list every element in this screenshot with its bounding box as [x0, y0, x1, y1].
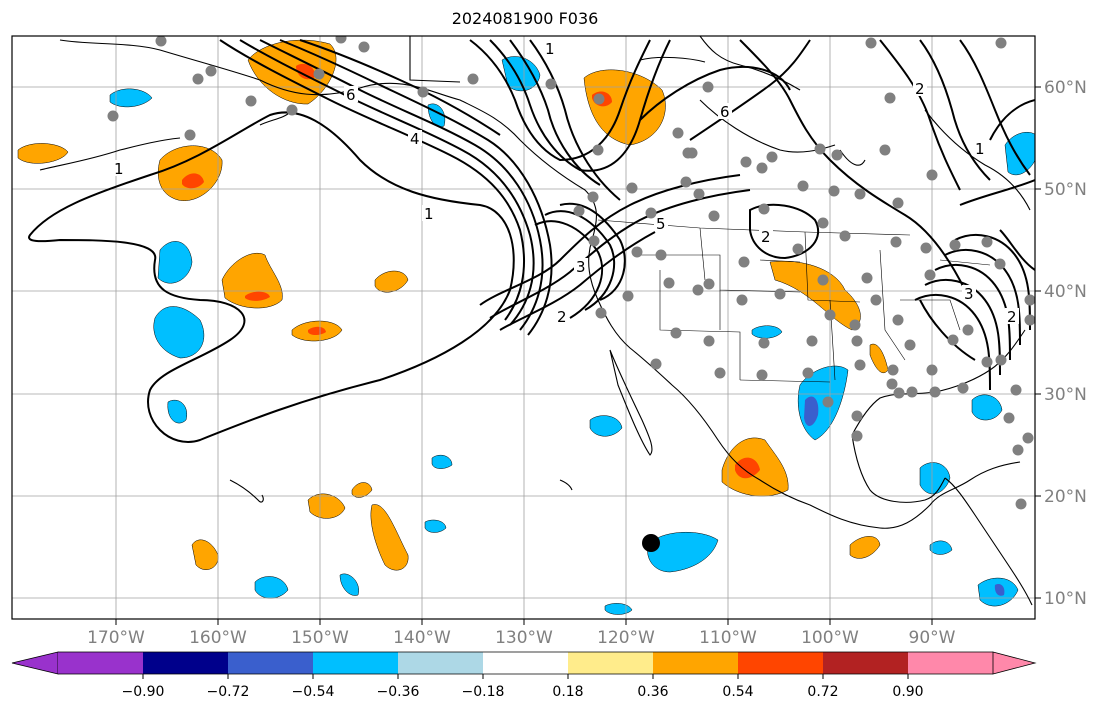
colorbar-swatch — [143, 652, 228, 674]
contour-label: 2 — [1007, 308, 1017, 326]
negative-anomaly-area — [153, 306, 205, 359]
longitude-label: 110°W — [699, 628, 757, 648]
latitude-label: 10°N — [1044, 589, 1087, 609]
axis-ticks — [115, 86, 1041, 625]
longitude-label: 150°W — [291, 628, 349, 648]
contour-label: 1 — [114, 160, 124, 178]
colorbar-tick-label: −0.90 — [122, 684, 165, 700]
latitude-label: 20°N — [1044, 487, 1087, 507]
negative-anomaly-area — [167, 399, 188, 424]
negative-anomaly-area — [589, 415, 623, 437]
contour-label: 2 — [915, 80, 925, 98]
longitude-label: 130°W — [495, 628, 553, 648]
positive-anomaly-area — [351, 482, 373, 498]
colorbar-tick-label: −0.72 — [207, 684, 250, 700]
colorbar-swatch — [653, 652, 738, 674]
colorbar-swatch — [908, 652, 993, 674]
colorbar-tick-label: 0.54 — [722, 684, 753, 700]
colorbar: −0.90 −0.72 −0.54 −0.36 −0.18 0.18 0.36 … — [11, 651, 1037, 700]
negative-anomaly-area — [339, 573, 359, 596]
longitude-label: 160°W — [189, 628, 247, 648]
positive-anomaly-area — [17, 143, 69, 164]
negative-anomaly-area — [929, 540, 953, 555]
contour-label: 2 — [557, 308, 567, 326]
colorbar-swatch — [568, 652, 653, 674]
latitude-labels: 60°N 50°N 40°N 30°N 20°N 10°N — [1044, 78, 1087, 609]
negative-anomaly-area — [157, 241, 193, 284]
longitude-label: 100°W — [801, 628, 859, 648]
colorbar-swatch — [398, 652, 483, 674]
colorbar-tick-label: −0.36 — [377, 684, 420, 700]
colorbar-tick-label: 0.18 — [552, 684, 583, 700]
coastlines — [39, 36, 1033, 606]
longitude-label: 120°W — [597, 628, 655, 648]
colorbar-swatch — [738, 652, 823, 674]
latitude-label: 40°N — [1044, 282, 1087, 302]
colorbar-swatch — [483, 652, 568, 674]
positive-anomaly-area — [370, 504, 409, 571]
negative-anomaly-area — [1004, 132, 1035, 176]
contour-label: 6 — [346, 86, 356, 104]
longitude-labels: 170°W 160°W 150°W 140°W 130°W 120°W 110°… — [87, 628, 956, 648]
state-borders — [597, 219, 991, 383]
colorbar-swatch — [228, 652, 313, 674]
map-title: 2024081900 F036 — [451, 9, 599, 28]
contour-label: 6 — [720, 103, 730, 121]
colorbar-swatch — [58, 652, 143, 674]
positive-anomaly-area — [769, 260, 861, 331]
colorbar-tick-label: −0.54 — [292, 684, 335, 700]
contour-label: 5 — [656, 215, 666, 233]
latitude-label: 30°N — [1044, 385, 1087, 405]
negative-anomaly-area — [431, 454, 453, 469]
contour-label: 1 — [424, 205, 434, 223]
contour-label: 2 — [761, 228, 771, 246]
positive-anomaly-area — [583, 69, 666, 146]
contour-labels: 1 1 1 6 4 5 3 2 2 6 1 2 3 2 — [112, 40, 1019, 326]
negative-anomaly-area — [254, 576, 289, 599]
contour-label: 1 — [545, 40, 555, 58]
negative-anomaly-area — [971, 394, 1003, 421]
positive-anomaly-area — [849, 536, 881, 559]
contour-label: 3 — [964, 285, 974, 303]
colorbar-tick-label: 0.36 — [637, 684, 668, 700]
colorbar-swatch — [313, 652, 398, 674]
contour-label: 4 — [410, 130, 420, 148]
storm-center-marker — [642, 534, 660, 552]
latitude-label: 60°N — [1044, 78, 1087, 98]
negative-anomaly-area — [604, 603, 633, 615]
contour-label: 3 — [576, 258, 586, 276]
colorbar-tick-label: 0.90 — [892, 684, 923, 700]
positive-anomaly-area — [307, 493, 346, 519]
longitude-label: 90°W — [909, 628, 956, 648]
negative-anomaly-area — [424, 519, 447, 533]
positive-anomaly-area — [157, 145, 223, 201]
contour-label: 1 — [975, 140, 985, 158]
positive-anomaly-area — [374, 270, 409, 293]
colorbar-tick-label: −0.18 — [462, 684, 505, 700]
colorbar-tick-label: 0.72 — [807, 684, 838, 700]
station-markers — [107, 36, 1035, 510]
colorbar-extend-max — [992, 651, 1037, 675]
longitude-label: 170°W — [87, 628, 145, 648]
colorbar-swatch — [823, 652, 908, 674]
negative-anomaly-area — [109, 88, 153, 108]
negative-anomaly-area — [919, 462, 951, 495]
colorbar-extend-min — [11, 651, 59, 675]
negative-anomaly-area — [647, 531, 719, 573]
longitude-label: 140°W — [393, 628, 451, 648]
negative-anomaly-area — [751, 325, 783, 339]
latitude-label: 50°N — [1044, 180, 1087, 200]
